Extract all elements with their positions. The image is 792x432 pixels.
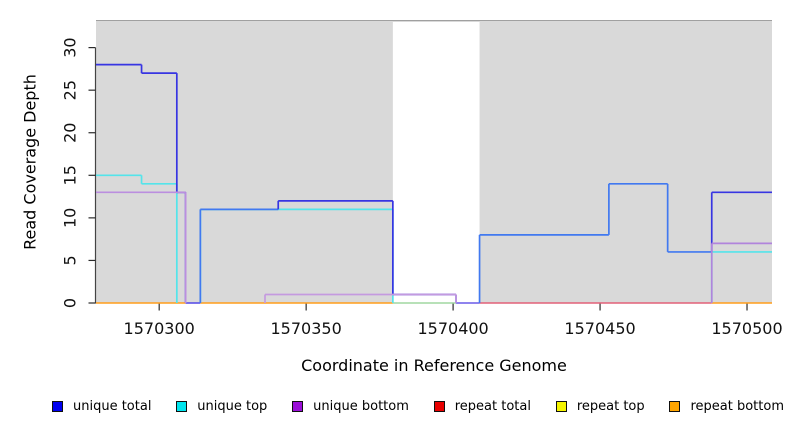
y-tick-label: 20 [61, 123, 80, 143]
y-tick-label: 0 [61, 298, 80, 308]
legend-swatch-icon [52, 401, 63, 412]
legend-label: unique total [73, 399, 152, 414]
legend-swatch-icon [555, 401, 567, 412]
legend-item-unique-top: unique top [176, 399, 267, 414]
x-tick-label: 1570300 [124, 319, 195, 338]
x-axis-title: Coordinate in Reference Genome [301, 356, 567, 375]
legend-swatch-icon [669, 401, 681, 412]
y-tick-label: 5 [61, 255, 80, 265]
x-tick-label: 1570450 [564, 319, 635, 338]
legend-label: repeat bottom [690, 399, 784, 414]
y-tick-label: 15 [61, 165, 80, 185]
legend-label: repeat total [454, 399, 531, 414]
coverage-gap-band [392, 22, 480, 303]
legend-swatch-icon [176, 401, 188, 412]
legend: unique total unique top unique bottom repea… [52, 399, 784, 414]
legend-item-repeat-total: repeat total [433, 399, 531, 414]
legend-label: unique top [197, 399, 268, 414]
legend-label: unique bottom [313, 399, 409, 414]
legend-swatch-icon [433, 401, 445, 412]
y-tick-label: 30 [61, 37, 80, 57]
y-axis-title: Read Coverage Depth [20, 74, 40, 250]
legend-item-unique-total: unique total [52, 399, 151, 414]
legend-item-repeat-top: repeat top [555, 399, 645, 414]
legend-item-unique-bottom: unique bottom [292, 399, 409, 414]
x-tick-label: 1570500 [711, 319, 782, 338]
legend-item-repeat-bottom: repeat bottom [669, 399, 784, 414]
y-tick-label: 25 [61, 80, 80, 100]
x-tick-label: 1570350 [271, 319, 342, 338]
legend-label: repeat top [576, 399, 645, 414]
x-tick-label: 1570400 [417, 319, 488, 338]
legend-swatch-icon [292, 401, 304, 412]
y-tick-label: 10 [61, 208, 80, 228]
